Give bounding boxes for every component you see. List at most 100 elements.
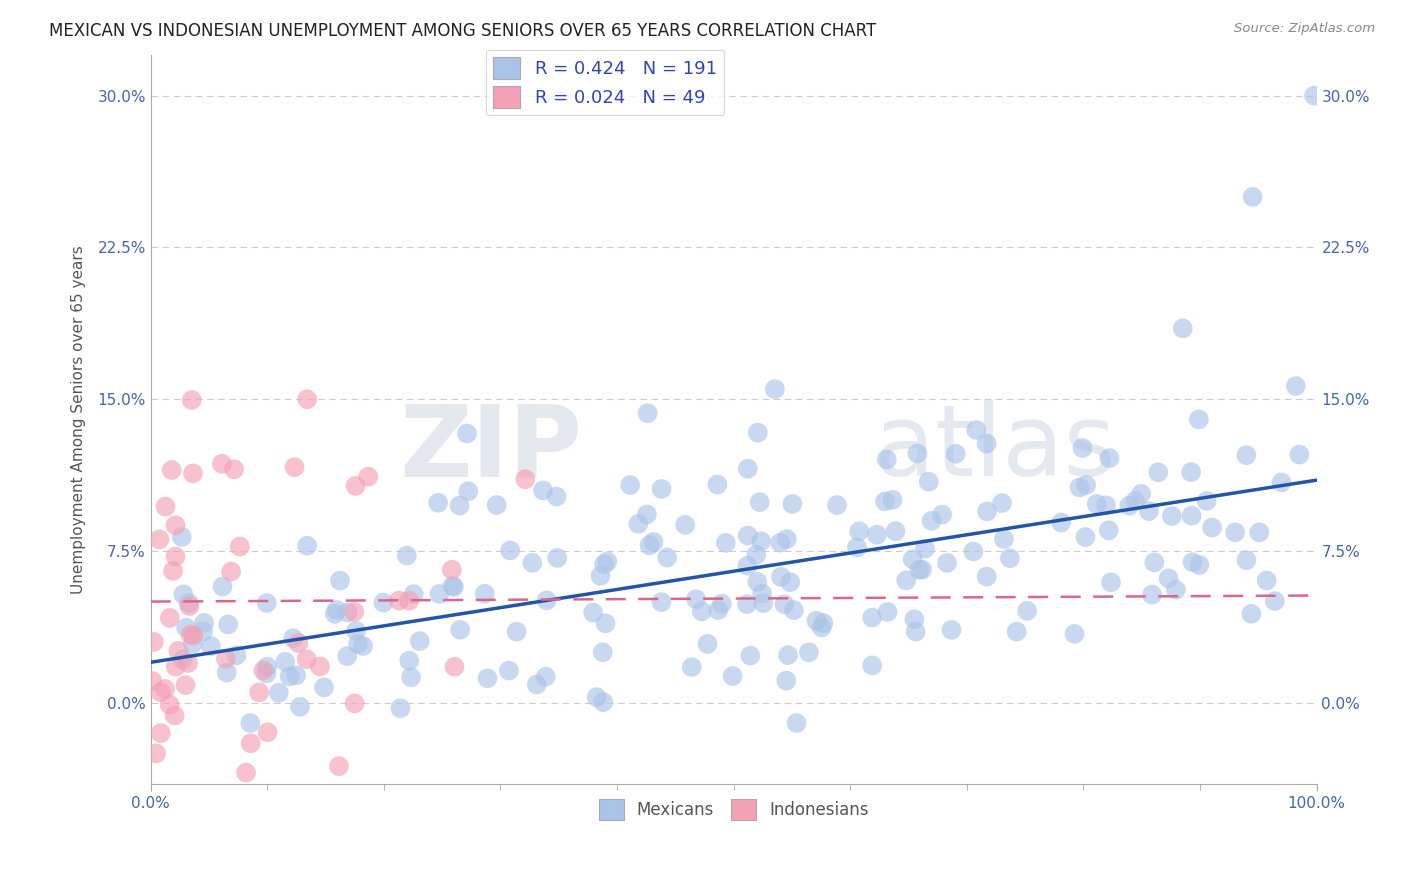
Point [775,673,797,688]
Point [797,645,820,659]
Point [449,623,471,637]
Point [657,550,679,565]
Point [1050,516,1073,530]
Point [325,603,347,617]
Point [252,664,274,678]
Point [145,747,167,761]
Point [1171,321,1194,335]
Point [546,490,568,504]
Point [398,654,420,668]
Point [914,541,936,556]
Point [596,554,619,568]
Point [903,612,925,626]
Point [1074,530,1097,544]
Point [714,536,737,550]
Point [180,627,202,641]
Point [449,499,471,513]
Point [165,659,187,673]
Point [256,596,278,610]
Point [810,621,832,635]
Point [274,655,297,669]
Point [773,597,796,611]
Point [329,574,352,588]
Point [783,603,806,617]
Point [962,544,984,558]
Point [1118,499,1140,513]
Point [159,611,181,625]
Point [526,677,548,691]
Point [174,621,197,635]
Point [149,726,172,740]
Point [721,669,744,683]
Point [1147,466,1170,480]
Point [1270,475,1292,490]
Point [141,674,163,689]
Point [165,549,187,564]
Point [976,436,998,450]
Point [149,685,172,699]
Point [287,636,309,650]
Point [534,670,557,684]
Point [177,596,200,610]
Point [582,606,605,620]
Text: MEXICAN VS INDONESIAN UNEMPLOYMENT AMONG SENIORS OVER 65 YEARS CORRELATION CHART: MEXICAN VS INDONESIAN UNEMPLOYMENT AMONG… [49,22,876,40]
Point [215,665,238,680]
Point [474,587,496,601]
Point [347,637,370,651]
Point [219,565,242,579]
Text: Source: ZipAtlas.com: Source: ZipAtlas.com [1234,22,1375,36]
Point [782,497,804,511]
Point [737,462,759,476]
Point [991,496,1014,510]
Point [443,660,465,674]
Point [1130,487,1153,501]
Point [747,574,769,589]
Point [1125,493,1147,508]
Point [751,586,773,600]
Point [884,524,907,539]
Point [1180,465,1202,479]
Point [1188,558,1211,572]
Point [215,651,238,665]
Point [593,558,616,572]
Point [1098,524,1121,538]
Point [180,392,202,407]
Point [522,556,544,570]
Point [643,535,665,549]
Point [737,528,759,542]
Point [651,482,673,496]
Point [388,593,411,607]
Point [860,658,883,673]
Point [876,452,898,467]
Point [1095,498,1118,512]
Point [1005,624,1028,639]
Point [931,508,953,522]
Point [592,645,614,659]
Point [636,508,658,522]
Point [848,524,870,539]
Point [1085,497,1108,511]
Point [499,543,522,558]
Point [873,494,896,508]
Text: atlas: atlas [873,401,1115,497]
Point [443,580,465,594]
Point [1143,555,1166,569]
Point [813,615,835,630]
Point [779,575,801,590]
Point [860,610,883,624]
Point [1241,190,1264,204]
Point [882,492,904,507]
Point [181,467,204,481]
Point [505,624,527,639]
Point [747,425,769,440]
Point [200,639,222,653]
Point [288,699,311,714]
Point [876,605,898,619]
Point [1071,441,1094,455]
Point [343,697,366,711]
Point [211,579,233,593]
Point [352,639,374,653]
Point [254,666,277,681]
Point [477,671,499,685]
Point [546,550,568,565]
